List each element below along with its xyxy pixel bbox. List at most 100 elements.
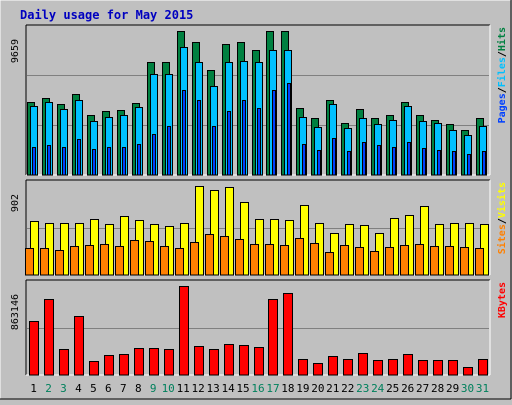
x-tick-label: 11: [177, 382, 190, 395]
pages-bar: [152, 134, 156, 176]
kbytes-bar: [433, 360, 443, 376]
visits-bar: [225, 187, 234, 276]
x-tick-label: 31: [476, 382, 489, 395]
kbytes-bar: [478, 359, 488, 376]
sites-bar: [370, 251, 379, 276]
pages-bar: [332, 138, 336, 176]
x-tick-label: 30: [461, 382, 474, 395]
x-tick-label: 24: [371, 382, 385, 395]
pages-bar: [392, 147, 396, 176]
kbytes-bar: [388, 359, 398, 376]
pages-bar: [212, 126, 216, 176]
kbytes-bar: [194, 346, 204, 376]
sites-bar: [175, 248, 184, 276]
sites-bar: [310, 243, 319, 276]
legend: KBytes: [497, 282, 508, 318]
pages-bar: [317, 150, 321, 176]
x-tick-label: 23: [356, 382, 369, 395]
x-tick-label: 15: [236, 382, 249, 395]
x-tick-label: 27: [416, 382, 429, 395]
x-tick-label: 7: [120, 382, 127, 395]
pages-bar: [32, 147, 36, 176]
x-tick-label: 3: [60, 382, 67, 395]
sites-bar: [475, 248, 484, 276]
sites-bar: [25, 248, 34, 276]
x-tick-label: 13: [206, 382, 219, 395]
visits-bar: [195, 186, 204, 276]
sites-bar: [340, 245, 349, 276]
kbytes-bar: [403, 354, 413, 376]
x-tick-label: 5: [90, 382, 97, 395]
legend: Sites/Visits: [496, 182, 508, 254]
pages-bar: [407, 142, 411, 176]
legend-hits: Hits: [496, 27, 508, 51]
kbytes-bar: [313, 363, 323, 376]
x-tick-label: 14: [221, 382, 235, 395]
kbytes-bar: [373, 360, 383, 376]
x-tick-label: 1: [30, 382, 37, 395]
sites-bar: [145, 241, 154, 276]
y-max-label: 902: [10, 194, 21, 212]
bars: [29, 286, 488, 376]
pages-bar: [257, 108, 261, 176]
kbytes-bar: [358, 353, 368, 376]
x-tick-label: 18: [281, 382, 294, 395]
sites-bar: [130, 240, 139, 276]
kbytes-bar: [224, 344, 234, 376]
x-tick-label: 12: [191, 382, 204, 395]
pages-bar: [452, 151, 456, 176]
sites-bar: [70, 246, 79, 276]
visits-bar: [210, 190, 219, 276]
pages-bar: [167, 126, 171, 176]
pages-bar: [347, 151, 351, 176]
legend-files: Files: [496, 57, 508, 87]
legend-separator: /: [497, 218, 508, 224]
pages-bar: [77, 139, 81, 176]
y-max-label: 9659: [10, 39, 21, 63]
y-max-label: 863146: [10, 294, 21, 330]
chart-title: Daily usage for May 2015: [20, 8, 193, 22]
kbytes-bar: [29, 321, 39, 376]
pages-bar: [107, 147, 111, 176]
kbytes-bar: [343, 359, 353, 376]
pages-bar: [377, 145, 381, 176]
x-tick-label: 28: [431, 382, 444, 395]
pages-bar: [467, 154, 471, 176]
legend-sites: Sites: [496, 224, 508, 254]
sites-bar: [280, 245, 289, 276]
pages-bar: [92, 149, 96, 176]
sites-bar: [325, 252, 334, 276]
pages-bar: [437, 150, 441, 176]
kbytes-bar: [134, 348, 144, 376]
pages-bar: [422, 148, 426, 176]
visits-bar: [120, 216, 129, 276]
sites-bar: [100, 244, 109, 276]
x-tick-label: 6: [105, 382, 112, 395]
panel-2: 902 Sites/Visits: [10, 179, 508, 276]
kbytes-bar: [268, 299, 278, 376]
pages-bar: [272, 90, 276, 176]
kbytes-bar: [298, 359, 308, 376]
pages-bar: [122, 147, 126, 176]
sites-bar: [220, 236, 229, 276]
pages-bar: [137, 144, 141, 176]
x-tick-label: 25: [386, 382, 399, 395]
legend-separator: /: [497, 87, 508, 93]
x-tick-label: 17: [266, 382, 279, 395]
kbytes-bar: [254, 347, 264, 376]
pages-bar: [362, 142, 366, 176]
panel-3: 863146 KBytes: [10, 279, 508, 376]
sites-bar: [85, 245, 94, 276]
kbytes-bar: [328, 356, 338, 376]
kbytes-bar: [283, 293, 293, 376]
bars: [25, 186, 489, 276]
visits-bar: [390, 218, 399, 276]
kbytes-bar: [179, 286, 189, 376]
sites-bar: [385, 247, 394, 276]
sites-bar: [40, 248, 49, 276]
kbytes-bar: [119, 354, 129, 376]
x-tick-label: 16: [251, 382, 264, 395]
legend-visits: Visits: [496, 182, 508, 218]
